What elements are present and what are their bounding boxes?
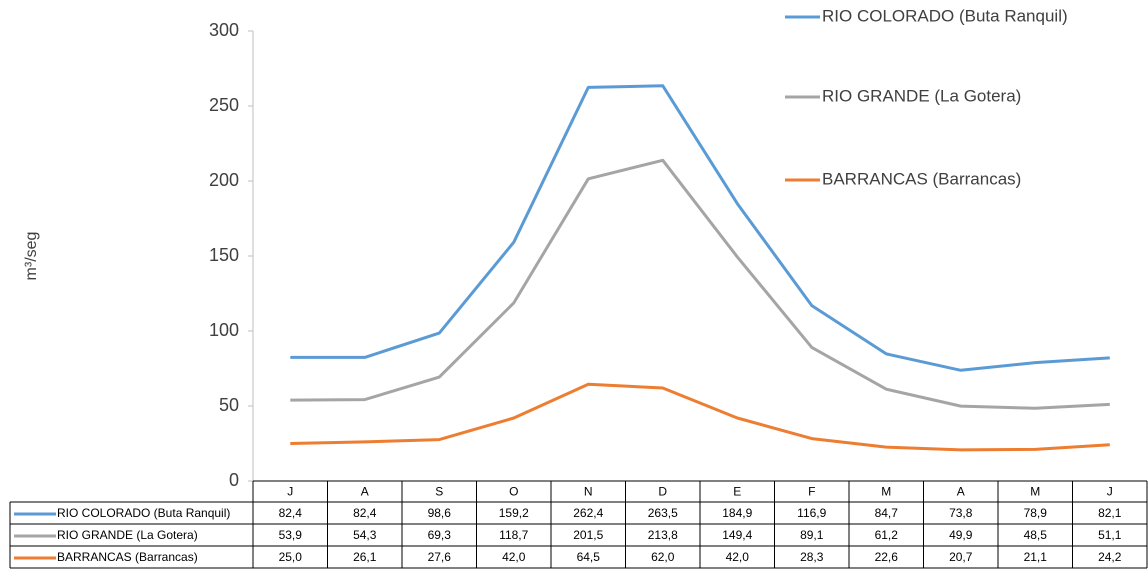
table-value: 82,4 [353, 506, 377, 520]
x-tick-label: N [584, 485, 593, 499]
x-tick-label: F [808, 485, 815, 499]
table-value: 42,0 [726, 550, 750, 564]
table-value: 82,4 [279, 506, 303, 520]
table-value: 201,5 [573, 528, 603, 542]
table-value: 22,6 [875, 550, 899, 564]
table-value: 54,3 [353, 528, 377, 542]
x-tick-label: O [509, 485, 518, 499]
table-value: 49,9 [949, 528, 973, 542]
x-tick-label: A [361, 485, 369, 499]
table-value: 64,5 [577, 550, 601, 564]
y-tick-label: 150 [209, 245, 239, 265]
x-tick-label: M [881, 485, 891, 499]
table-value: 73,8 [949, 506, 973, 520]
y-tick-label: 250 [209, 95, 239, 115]
legend-label: RIO COLORADO (Buta Ranquil) [822, 6, 1068, 25]
x-tick-label: A [957, 485, 965, 499]
table-value: 42,0 [502, 550, 526, 564]
table-value: 26,1 [353, 550, 377, 564]
table-value: 82,1 [1098, 506, 1122, 520]
y-tick-label: 100 [209, 320, 239, 340]
x-tick-label: D [658, 485, 667, 499]
y-tick-label: 50 [219, 395, 239, 415]
series-line [290, 382, 1110, 452]
table-value: 25,0 [279, 550, 303, 564]
table-value: 213,8 [648, 528, 678, 542]
table-value: 28,3 [800, 550, 824, 564]
table-value: 84,7 [875, 506, 899, 520]
y-tick-label: 200 [209, 170, 239, 190]
table-value: 27,6 [428, 550, 452, 564]
y-tick-label: 300 [209, 20, 239, 40]
x-tick-label: M [1030, 485, 1040, 499]
table-series-name: RIO COLORADO (Buta Ranquil) [57, 506, 230, 520]
table-value: 262,4 [573, 506, 603, 520]
x-tick-label: E [733, 485, 741, 499]
table-value: 20,7 [949, 550, 973, 564]
table-value: 116,9 [797, 506, 826, 520]
x-tick-label: J [1107, 485, 1113, 499]
table-value: 89,1 [800, 528, 824, 542]
table-value: 51,1 [1098, 528, 1122, 542]
table-series-name: BARRANCAS (Barrancas) [57, 550, 198, 564]
x-tick-label: J [287, 485, 293, 499]
table-value: 69,3 [428, 528, 452, 542]
x-tick-label: S [435, 485, 443, 499]
table-value: 21,1 [1024, 550, 1048, 564]
y-tick-label: 0 [229, 470, 239, 490]
table-value: 263,5 [648, 506, 678, 520]
series-line [290, 158, 1110, 410]
y-axis-label: m³/seg [23, 232, 40, 281]
table-value: 149,4 [722, 528, 752, 542]
legend-label: RIO GRANDE (La Gotera) [822, 86, 1021, 105]
table-value: 62,0 [651, 550, 675, 564]
table-value: 78,9 [1024, 506, 1048, 520]
table-value: 159,2 [499, 506, 529, 520]
series-line [290, 84, 1110, 372]
table-value: 53,9 [279, 528, 303, 542]
table-value: 184,9 [722, 506, 752, 520]
table-series-name: RIO GRANDE (La Gotera) [57, 528, 198, 542]
legend-label: BARRANCAS (Barrancas) [822, 169, 1021, 188]
table-value: 98,6 [428, 506, 452, 520]
table-value: 48,5 [1024, 528, 1048, 542]
table-value: 118,7 [499, 528, 528, 542]
table-value: 24,2 [1098, 550, 1122, 564]
table-value: 61,2 [875, 528, 899, 542]
